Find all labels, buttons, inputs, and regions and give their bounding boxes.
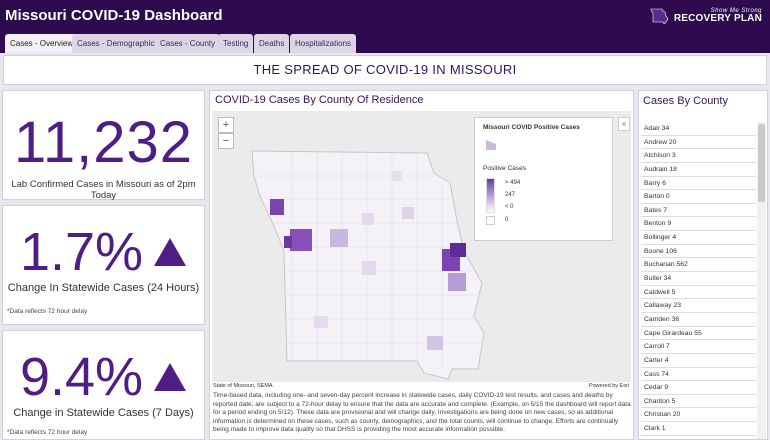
list-item[interactable]: Cass 74	[641, 368, 756, 382]
map-attribution: State of Missouri, SEMA	[213, 383, 273, 389]
kpi-24h-change-label: Change In Statewide Cases (24 Hours)	[7, 282, 200, 294]
tab-testing[interactable]: Testing	[218, 34, 254, 53]
legend-gradient	[486, 178, 495, 213]
list-item[interactable]: Barton 0	[641, 190, 756, 204]
tab-cases-overview[interactable]: Cases - Overview	[5, 34, 79, 53]
list-item[interactable]: Butler 34	[641, 272, 756, 286]
kpi-24h-change: 1.7% Change In Statewide Cases (24 Hours…	[2, 205, 205, 325]
esri-attribution[interactable]: Powered by Esri	[588, 383, 629, 389]
map-description: Time-based data, including one- and seve…	[213, 392, 631, 434]
kpi-total-cases-label: Lab Confirmed Cases in Missouri as of 2p…	[11, 179, 196, 201]
list-item[interactable]: Adair 34	[641, 122, 756, 136]
county-list-scrollbar[interactable]	[757, 122, 766, 439]
kpi-7d-change-label: Change in Statewide Cases (7 Days)	[13, 407, 194, 419]
list-item[interactable]: Cape Girardeau 55	[641, 327, 756, 341]
recovery-plan-logo: Show Me Strong RECOVERY PLAN	[650, 3, 762, 28]
map-title: COVID-19 Cases By County Of Residence	[215, 94, 424, 106]
kpi-7d-change-value: 9.4%	[19, 347, 144, 407]
county-map[interactable]: + − Missouri COVID Positive Cases Positi…	[212, 111, 631, 382]
list-item[interactable]: Barry 6	[641, 177, 756, 191]
missouri-state-icon	[650, 8, 669, 25]
legend-label-mid: 247	[505, 192, 516, 198]
list-item[interactable]: Christian 20	[641, 408, 756, 423]
list-item[interactable]: Benton 9	[641, 217, 756, 232]
logo-name: RECOVERY PLAN	[673, 12, 762, 24]
legend-symbol-icon	[486, 140, 496, 150]
zoom-out-button[interactable]: −	[218, 133, 234, 149]
kpi-24h-change-note: *Data reflects 72 hour delay	[7, 308, 88, 315]
tab-hospitalizations[interactable]: Hospitalizations	[290, 34, 357, 53]
list-item[interactable]: Carter 4	[641, 354, 756, 368]
list-item[interactable]: Andrew 20	[641, 136, 756, 150]
legend-label-min: < 0	[505, 204, 514, 210]
county-map-panel: COVID-19 Cases By County Of Residence	[209, 90, 634, 440]
legend-label-zero: 0	[505, 217, 509, 223]
tab-deaths[interactable]: Deaths	[254, 34, 290, 53]
scrollbar-thumb[interactable]	[758, 124, 765, 202]
list-item[interactable]: Caldwell 5	[641, 286, 756, 300]
list-item[interactable]: Chariton 5	[641, 395, 756, 409]
app-title: Missouri COVID-19 Dashboard	[5, 7, 223, 24]
list-item[interactable]: Boone 106	[641, 245, 756, 259]
kpi-total-cases: 11,232 Lab Confirmed Cases in Missouri a…	[2, 90, 205, 201]
kpi-24h-change-value: 1.7%	[19, 222, 144, 282]
map-legend: Missouri COVID Positive Cases Positive C…	[474, 117, 613, 241]
tab-cases-county[interactable]: Cases - County	[155, 34, 221, 53]
list-item[interactable]: Carroll 7	[641, 340, 756, 354]
list-item[interactable]: Audrain 18	[641, 163, 756, 177]
legend-toggle-button[interactable]: »	[618, 117, 630, 131]
list-item[interactable]: Atchison 3	[641, 149, 756, 163]
county-list[interactable]: Adair 34 Andrew 20 Atchison 3 Audrain 18…	[641, 122, 756, 436]
legend-label-max: > 494	[505, 180, 521, 186]
trend-up-icon	[154, 363, 187, 391]
missouri-map[interactable]	[212, 111, 631, 382]
trend-up-icon	[154, 238, 187, 266]
zoom-in-button[interactable]: +	[218, 117, 234, 133]
list-item[interactable]: Bates 7	[641, 204, 756, 218]
list-item[interactable]: Clark 1	[641, 422, 756, 436]
cases-by-county-panel: Cases By County Adair 34 Andrew 20 Atchi…	[638, 90, 768, 440]
tab-bar: Cases - Overview Cases - Demographics Ca…	[0, 31, 770, 53]
legend-zero-swatch	[486, 216, 495, 225]
kpi-7d-change: 9.4% Change in Statewide Cases (7 Days) …	[2, 330, 205, 440]
list-item[interactable]: Buchanan 562	[641, 258, 756, 273]
app-header: Missouri COVID-19 Dashboard Show Me Stro…	[0, 0, 770, 31]
kpi-total-cases-value: 11,232	[13, 110, 194, 175]
list-item[interactable]: Camden 36	[641, 313, 756, 327]
banner-title: THE SPREAD OF COVID-19 IN MISSOURI	[253, 62, 517, 77]
logo-tagline: Show Me Strong	[710, 7, 762, 14]
tab-cases-demographics[interactable]: Cases - Demographics	[72, 34, 164, 53]
county-panel-title: Cases By County	[643, 95, 728, 107]
banner: THE SPREAD OF COVID-19 IN MISSOURI	[3, 55, 767, 85]
legend-subtitle: Positive Cases	[483, 165, 526, 172]
legend-title: Missouri COVID Positive Cases	[483, 124, 580, 131]
list-item[interactable]: Cedar 9	[641, 381, 756, 395]
list-item[interactable]: Bollinger 4	[641, 231, 756, 245]
list-item[interactable]: Callaway 23	[641, 299, 756, 313]
kpi-7d-change-note: *Data reflects 72 hour delay	[7, 429, 88, 436]
